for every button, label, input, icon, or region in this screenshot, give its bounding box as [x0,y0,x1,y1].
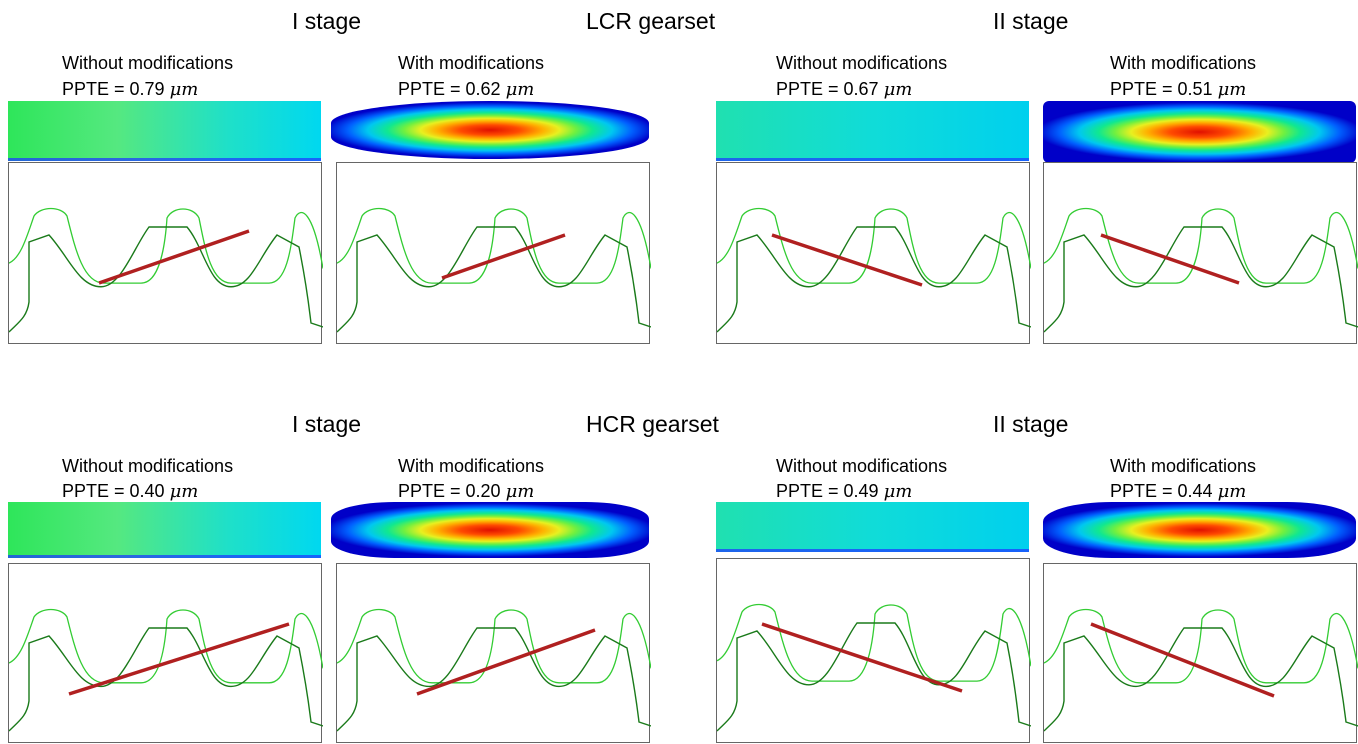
outer-tooth-outline [717,603,1031,682]
ppte-prefix: PPTE = [62,79,130,99]
stage-title-right: II stage [993,8,1069,34]
panel-ppte: PPTE = 0.20 μm [398,482,534,501]
gearset-title: LCR gearset [586,8,716,34]
panel-condition: Without modifications [62,456,234,476]
line-of-action [1100,233,1240,285]
ppte-prefix: PPTE = [1110,79,1178,99]
line-of-action [771,233,923,287]
inner-tooth-outline [1044,627,1358,732]
stage-title-left: I stage [292,411,362,437]
inner-tooth-outline [9,226,323,333]
contact-pattern-map [716,101,1029,161]
outer-tooth-outline [337,608,651,684]
tooth-profile-plot [8,162,323,344]
ppte-prefix: PPTE = [776,79,844,99]
panel-ppte: PPTE = 0.62 μm [398,80,534,99]
ppte-unit: μm [1217,79,1247,100]
panel-ppte: PPTE = 0.51 μm [1110,80,1246,99]
line-of-action [1090,622,1275,698]
ppte-value: 0.40 [129,481,165,501]
contact-pattern-map [716,502,1029,552]
line-of-action [98,229,250,285]
contact-pattern-map [331,101,649,159]
ppte-value: 0.20 [465,481,501,501]
tooth-profile-plot [336,162,651,344]
panel-condition: With modifications [1110,53,1257,73]
contact-pattern-map [331,502,649,558]
inner-tooth-outline [717,226,1031,333]
ppte-unit: μm [1217,481,1247,502]
inner-tooth-outline [337,226,651,333]
ppte-prefix: PPTE = [1110,481,1178,501]
contact-pattern-map [8,101,321,161]
outer-tooth-outline [1044,207,1358,284]
panel-ppte: PPTE = 0.67 μm [776,80,912,99]
panel-condition: With modifications [398,456,545,476]
contact-pattern-map [8,502,321,558]
ppte-value: 0.49 [843,481,879,501]
gearset-title: HCR gearset [586,411,719,437]
ppte-unit: μm [883,481,913,502]
inner-tooth-outline [9,627,323,732]
tooth-profile-plot [336,563,651,743]
inner-tooth-outline [337,627,651,732]
ppte-value: 0.67 [843,79,879,99]
panel-condition: Without modifications [776,456,948,476]
inner-tooth-outline [1044,226,1358,333]
line-of-action [68,622,290,696]
line-of-action [441,233,566,280]
contact-pattern-map [1043,101,1356,163]
outer-tooth-outline [9,608,323,684]
tooth-profile-plot [1043,563,1358,743]
panel-condition: With modifications [1110,456,1257,476]
tooth-profile-plot [716,162,1031,344]
line-of-action [761,622,963,693]
ppte-unit: μm [505,79,535,100]
ppte-unit: μm [505,481,535,502]
outer-tooth-outline [1044,608,1358,684]
tooth-profile-plot [1043,162,1358,344]
ppte-prefix: PPTE = [776,481,844,501]
inner-tooth-outline [717,622,1031,732]
contact-pattern-map [1043,502,1356,558]
ppte-prefix: PPTE = [398,481,466,501]
ppte-unit: μm [883,79,913,100]
panel-ppte: PPTE = 0.40 μm [62,482,198,501]
ppte-unit: μm [169,79,199,100]
panel-ppte: PPTE = 0.49 μm [776,482,912,501]
panel-condition: Without modifications [776,53,948,73]
ppte-value: 0.44 [1177,481,1213,501]
ppte-value: 0.51 [1177,79,1213,99]
tooth-profile-plot [8,563,323,743]
outer-tooth-outline [9,207,323,284]
ppte-unit: μm [169,481,199,502]
stage-title-left: I stage [292,8,362,34]
panel-condition: Without modifications [62,53,234,73]
ppte-value: 0.62 [465,79,501,99]
panel-condition: With modifications [398,53,545,73]
ppte-value: 0.79 [129,79,165,99]
outer-tooth-outline [717,207,1031,284]
panel-ppte: PPTE = 0.79 μm [62,80,198,99]
ppte-prefix: PPTE = [398,79,466,99]
panel-ppte: PPTE = 0.44 μm [1110,482,1246,501]
line-of-action [416,628,596,696]
ppte-prefix: PPTE = [62,481,130,501]
tooth-profile-plot [716,558,1031,743]
outer-tooth-outline [337,207,651,284]
stage-title-right: II stage [993,411,1069,437]
